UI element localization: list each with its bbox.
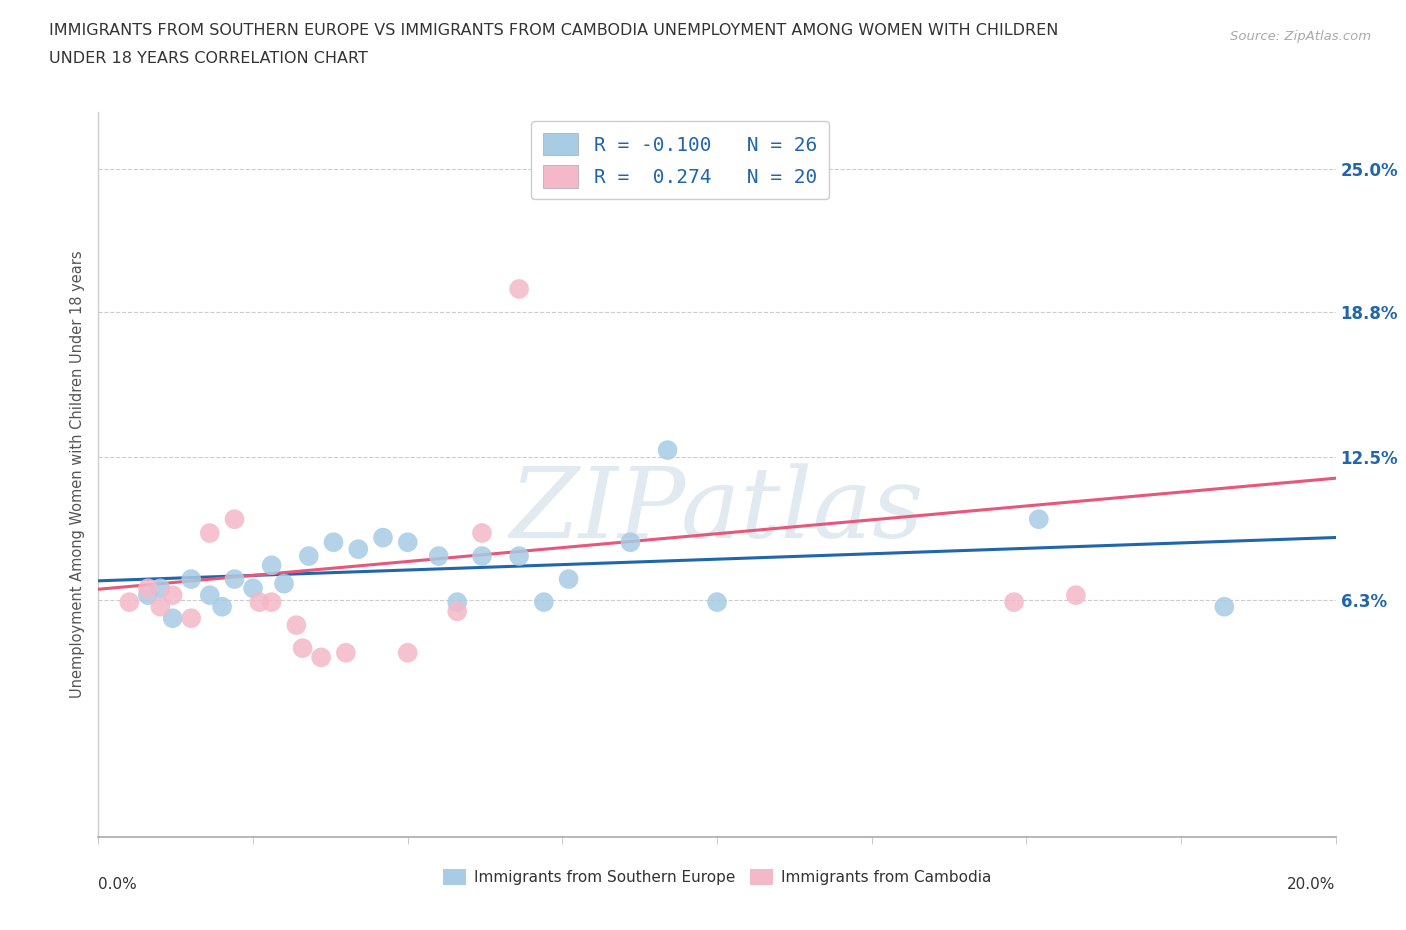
Immigrants from Southern Europe bbox=[619, 535, 641, 550]
Immigrants from Southern Europe bbox=[322, 535, 344, 550]
Text: 20.0%: 20.0% bbox=[1288, 877, 1336, 892]
Immigrants from Cambodia bbox=[1002, 594, 1025, 609]
Text: IMMIGRANTS FROM SOUTHERN EUROPE VS IMMIGRANTS FROM CAMBODIA UNEMPLOYMENT AMONG W: IMMIGRANTS FROM SOUTHERN EUROPE VS IMMIG… bbox=[49, 23, 1059, 38]
Immigrants from Cambodia bbox=[285, 618, 308, 632]
Immigrants from Southern Europe bbox=[533, 594, 555, 609]
Y-axis label: Unemployment Among Women with Children Under 18 years: Unemployment Among Women with Children U… bbox=[69, 250, 84, 698]
Immigrants from Cambodia bbox=[180, 611, 202, 626]
Legend: Immigrants from Southern Europe, Immigrants from Cambodia: Immigrants from Southern Europe, Immigra… bbox=[437, 863, 997, 891]
Immigrants from Southern Europe bbox=[136, 588, 159, 603]
Immigrants from Cambodia bbox=[136, 581, 159, 596]
Immigrants from Cambodia bbox=[224, 512, 246, 526]
Immigrants from Cambodia bbox=[446, 604, 468, 618]
Immigrants from Cambodia bbox=[118, 594, 141, 609]
Immigrants from Cambodia bbox=[247, 594, 270, 609]
Immigrants from Southern Europe bbox=[396, 535, 419, 550]
Immigrants from Southern Europe bbox=[508, 549, 530, 564]
Immigrants from Southern Europe bbox=[446, 594, 468, 609]
Immigrants from Cambodia bbox=[291, 641, 314, 656]
Immigrants from Southern Europe bbox=[706, 594, 728, 609]
Immigrants from Southern Europe bbox=[211, 599, 233, 614]
Immigrants from Cambodia bbox=[396, 645, 419, 660]
Text: UNDER 18 YEARS CORRELATION CHART: UNDER 18 YEARS CORRELATION CHART bbox=[49, 51, 368, 66]
Immigrants from Cambodia bbox=[471, 525, 494, 540]
Immigrants from Cambodia bbox=[162, 588, 184, 603]
Immigrants from Southern Europe bbox=[162, 611, 184, 626]
Immigrants from Cambodia bbox=[533, 143, 555, 158]
Immigrants from Southern Europe bbox=[1213, 599, 1236, 614]
Immigrants from Cambodia bbox=[335, 645, 357, 660]
Immigrants from Southern Europe bbox=[198, 588, 221, 603]
Text: ZIPatlas: ZIPatlas bbox=[510, 463, 924, 558]
Immigrants from Southern Europe bbox=[347, 541, 370, 556]
Immigrants from Southern Europe bbox=[224, 572, 246, 587]
Immigrants from Southern Europe bbox=[427, 549, 450, 564]
Immigrants from Cambodia bbox=[198, 525, 221, 540]
Immigrants from Southern Europe bbox=[298, 549, 321, 564]
Immigrants from Southern Europe bbox=[657, 443, 679, 458]
Text: 0.0%: 0.0% bbox=[98, 877, 138, 892]
Immigrants from Southern Europe bbox=[1028, 512, 1050, 526]
Immigrants from Southern Europe bbox=[260, 558, 283, 573]
Immigrants from Cambodia bbox=[260, 594, 283, 609]
Immigrants from Cambodia bbox=[309, 650, 332, 665]
Immigrants from Southern Europe bbox=[273, 577, 295, 591]
Immigrants from Cambodia bbox=[149, 599, 172, 614]
Immigrants from Southern Europe bbox=[557, 572, 579, 587]
Immigrants from Southern Europe bbox=[242, 581, 264, 596]
Immigrants from Cambodia bbox=[508, 282, 530, 297]
Immigrants from Southern Europe bbox=[149, 581, 172, 596]
Immigrants from Southern Europe bbox=[180, 572, 202, 587]
Text: Source: ZipAtlas.com: Source: ZipAtlas.com bbox=[1230, 30, 1371, 43]
Immigrants from Southern Europe bbox=[371, 530, 394, 545]
Immigrants from Southern Europe bbox=[471, 549, 494, 564]
Immigrants from Cambodia bbox=[1064, 588, 1087, 603]
